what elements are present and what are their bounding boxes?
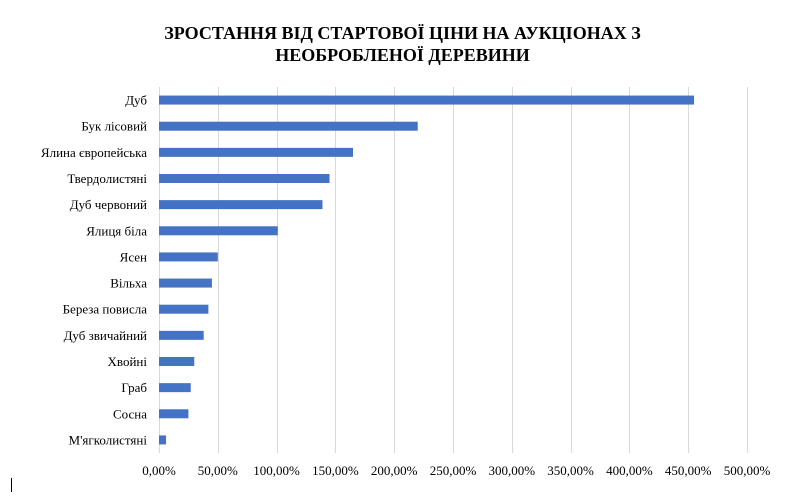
gridlines	[159, 87, 748, 453]
category-label: М'ягколистяні	[69, 432, 148, 447]
category-label: Твердолистяні	[67, 171, 147, 186]
x-tick-label: 500,00%	[724, 463, 771, 478]
x-tick-label: 100,00%	[253, 463, 300, 478]
x-tick-labels: 0,00% 50,00% 100,00% 150,00% 200,00% 250,00% 3…	[142, 463, 770, 478]
category-label: Сосна	[113, 406, 147, 421]
category-label: Береза повисла	[63, 302, 148, 317]
bar	[159, 147, 354, 157]
bar	[159, 121, 418, 131]
frame-edge-mark	[11, 478, 12, 492]
x-tick-label: 50,00%	[198, 463, 238, 478]
bar	[159, 357, 195, 366]
x-tick-label: 250,00%	[430, 463, 477, 478]
x-tick-label: 200,00%	[371, 463, 418, 478]
bar	[159, 226, 278, 236]
category-labels: Дуб Бук лісовий Ялина європейська Твердолис…	[41, 93, 147, 448]
category-label: Граб	[121, 380, 147, 395]
x-tick-label: 400,00%	[606, 463, 653, 478]
chart-title: ЗРОСТАННЯ ВІД СТАРТОВОЇ ЦІНИ НА АУКЦІОНА…	[164, 23, 641, 65]
category-label: Дуб звичайний	[64, 328, 147, 343]
x-tick-label: 300,00%	[489, 463, 536, 478]
bar	[159, 200, 323, 210]
bar	[159, 95, 695, 105]
bar	[159, 409, 189, 419]
bar	[159, 174, 330, 183]
bars	[159, 95, 695, 445]
bar	[159, 278, 212, 288]
category-label: Дуб червоний	[70, 197, 147, 212]
x-tick-label: 150,00%	[312, 463, 359, 478]
category-label: Вільха	[110, 276, 147, 291]
bar	[159, 304, 209, 314]
x-tick-label: 450,00%	[665, 463, 712, 478]
bar	[159, 252, 218, 262]
bar	[159, 330, 204, 340]
category-label: Ялина європейська	[41, 145, 147, 160]
x-tick-label: 0,00%	[142, 463, 176, 478]
category-label: Хвойні	[108, 354, 148, 369]
category-label: Дуб	[125, 93, 147, 108]
x-tick-label: 350,00%	[547, 463, 594, 478]
bar	[159, 383, 191, 393]
bar	[159, 435, 167, 445]
category-label: Ясен	[120, 249, 147, 264]
category-label: Ялиця біла	[86, 223, 147, 238]
category-label: Бук лісовий	[81, 119, 147, 134]
